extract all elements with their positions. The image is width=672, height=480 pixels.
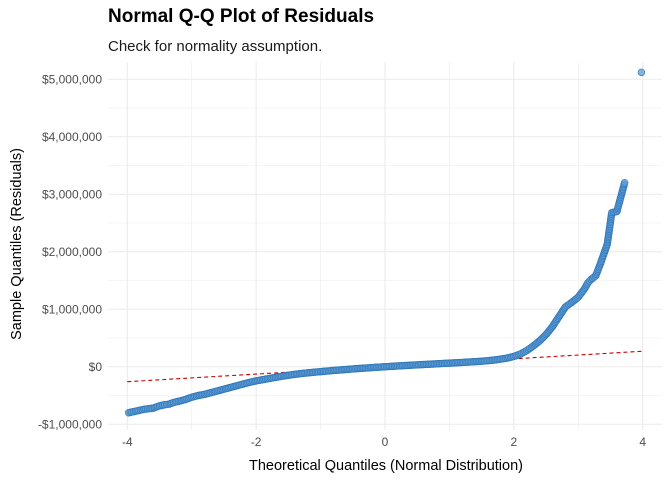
y-tick-label: $5,000,000: [42, 72, 102, 86]
x-tick-label: 0: [382, 435, 389, 449]
y-axis-ticks: -$1,000,000 $0 $1,000,000 $2,000,000 $3,000,…: [38, 72, 102, 431]
data-points: [124, 68, 646, 417]
grid-lines: [108, 62, 662, 430]
x-tick-label: -4: [122, 435, 133, 449]
y-tick-label: $4,000,000: [42, 130, 102, 144]
x-axis-title: Theoretical Quantiles (Normal Distributi…: [249, 458, 523, 474]
y-tick-label: $0: [89, 360, 103, 374]
chart-title: Normal Q-Q Plot of Residuals: [108, 6, 375, 27]
reference-line-group: [127, 350, 643, 383]
data-point: [637, 68, 646, 77]
y-tick-label: -$1,000,000: [38, 417, 102, 431]
y-tick-label: $1,000,000: [42, 302, 102, 316]
chart-subtitle: Check for normality assumption.: [108, 38, 323, 55]
x-tick-label: 2: [510, 435, 517, 449]
y-tick-label: $3,000,000: [42, 187, 102, 201]
reference-line: [127, 350, 643, 383]
x-tick-label: 4: [639, 435, 646, 449]
x-tick-label: -2: [251, 435, 262, 449]
y-axis-title: Sample Quantiles (Residuals): [9, 148, 25, 340]
x-axis-ticks: -4 -2 0 2 4: [122, 435, 646, 449]
data-point: [620, 179, 629, 187]
y-tick-label: $2,000,000: [42, 245, 102, 259]
